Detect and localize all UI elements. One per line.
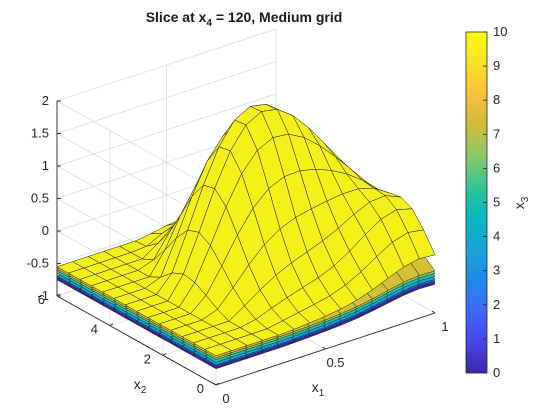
y-tick-label: 6 <box>38 292 45 307</box>
colorbar-tick-label: 2 <box>493 297 500 312</box>
x-tick-label: 0 <box>222 391 229 406</box>
y-axis-label: x2 <box>134 376 147 396</box>
y-tick-label: 2 <box>144 351 151 366</box>
x-axis-label: x1 <box>312 379 325 399</box>
z-tick-label: 0.5 <box>31 191 49 206</box>
z-tick-label: 2 <box>42 93 49 108</box>
z-tick-label: 1 <box>42 158 49 173</box>
x-tick-mark <box>322 346 326 350</box>
y-axis-line <box>56 295 217 386</box>
colorbar-ticks: 0 1 2 3 4 5 6 7 8 9 10 <box>483 24 507 380</box>
colorbar-tick-label: 7 <box>493 126 500 141</box>
surface-cell <box>407 229 436 259</box>
colorbar-label: x3 <box>511 196 531 209</box>
tick-labels: 0 0.5 1 0 2 4 6-1 -0.5 0 0.5 1 1.5 2 <box>27 93 449 406</box>
y-tick-label: 4 <box>91 322 98 337</box>
grid-line <box>56 100 217 191</box>
colorbar-tick-label: 0 <box>493 365 500 380</box>
surface-x3-10 <box>56 103 436 357</box>
colorbar-tick-label: 8 <box>493 92 500 107</box>
chart-title: Slice at x4 = 120, Medium grid <box>146 9 343 29</box>
y-tick-mark <box>215 382 220 386</box>
x-tick-label: 0.5 <box>326 355 344 370</box>
z-tick-label: -1 <box>37 288 49 303</box>
y-tick-mark <box>162 352 167 356</box>
x-tick-mark <box>431 310 436 314</box>
colorbar-tick-label: 9 <box>493 58 500 73</box>
z-tick-label: 1.5 <box>31 126 49 141</box>
colorbar-tick-label: 3 <box>493 263 500 278</box>
y-tick-mark <box>109 323 114 327</box>
x-tick-label: 1 <box>441 319 448 334</box>
z-tick-label: 0 <box>42 223 49 238</box>
x-tick-mark <box>212 382 217 386</box>
colorbar-tick-label: 6 <box>493 160 500 175</box>
colorbar-tick-label: 4 <box>493 229 500 244</box>
y-tick-label: 0 <box>197 381 204 396</box>
z-tick-label: -0.5 <box>27 256 49 271</box>
surface-layers <box>56 103 436 370</box>
axis-lines <box>56 100 436 386</box>
colorbar-tick-label: 10 <box>493 24 507 39</box>
colorbar-tick-label: 1 <box>493 331 500 346</box>
colorbar-tick-label: 5 <box>493 195 500 210</box>
